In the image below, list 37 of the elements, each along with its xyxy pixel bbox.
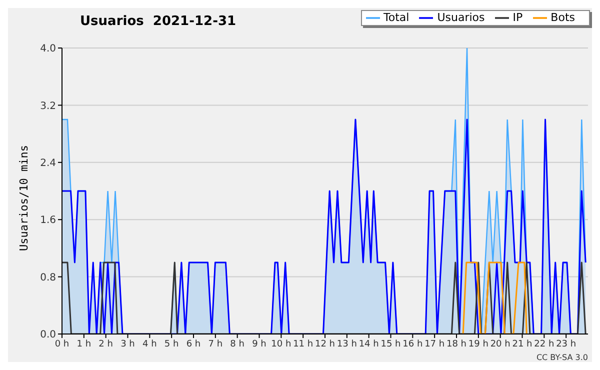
x-tick-label: 21 h xyxy=(512,339,532,350)
x-tick-label: 3 h xyxy=(120,339,135,350)
y-tick-label: 3.2 xyxy=(40,100,56,112)
x-tick-label: 11 h xyxy=(293,339,314,350)
x-tick-label: 10 h xyxy=(271,339,292,350)
x-tick-label: 14 h xyxy=(358,339,379,350)
x-tick-label: 23 h xyxy=(556,339,576,350)
text: CC BY-SA 3.0 xyxy=(536,353,588,362)
x-tick-label: 8 h xyxy=(230,339,244,350)
x-tick-label: 12 h xyxy=(314,339,336,350)
legend-label: IP xyxy=(512,11,523,24)
x-tick-label: 17 h xyxy=(424,339,445,350)
x-tick-label: 18 h xyxy=(446,339,467,350)
x-tick-label: 7 h xyxy=(208,339,223,350)
x-tick-label: 2 h xyxy=(98,339,113,350)
legend-label: Usuarios xyxy=(437,11,485,24)
x-tick-label: 1 h xyxy=(76,339,92,350)
x-tick-label: 5 h xyxy=(164,339,179,350)
chart-title: Usuarios 2021-12-31 xyxy=(80,14,236,29)
x-tick-label: 6 h xyxy=(186,339,201,350)
legend-label: Total xyxy=(384,11,410,24)
x-tick-label: 15 h xyxy=(380,339,401,350)
y-tick-label: 4.0 xyxy=(40,44,56,55)
x-tick-label: 0 h xyxy=(54,339,70,350)
x-tick-label: 19 h xyxy=(468,339,488,350)
x-tick-label: 20 h xyxy=(490,339,510,350)
y-tick-label: 2.4 xyxy=(40,158,56,169)
x-tick-label: 13 h xyxy=(336,339,357,350)
x-tick-label: 22 h xyxy=(534,339,554,350)
y-tick-label: 1.6 xyxy=(40,215,56,226)
x-tick-label: 9 h xyxy=(252,339,266,350)
x-tick-label: 16 h xyxy=(402,339,423,350)
x-tick-label: 4 h xyxy=(142,339,157,350)
y-axis-title: Usuarios/10 mins xyxy=(18,145,30,251)
y-tick-label: 0.8 xyxy=(40,272,56,284)
legend-label: Bots xyxy=(550,11,575,24)
y-tick-label: 0.0 xyxy=(40,330,56,341)
